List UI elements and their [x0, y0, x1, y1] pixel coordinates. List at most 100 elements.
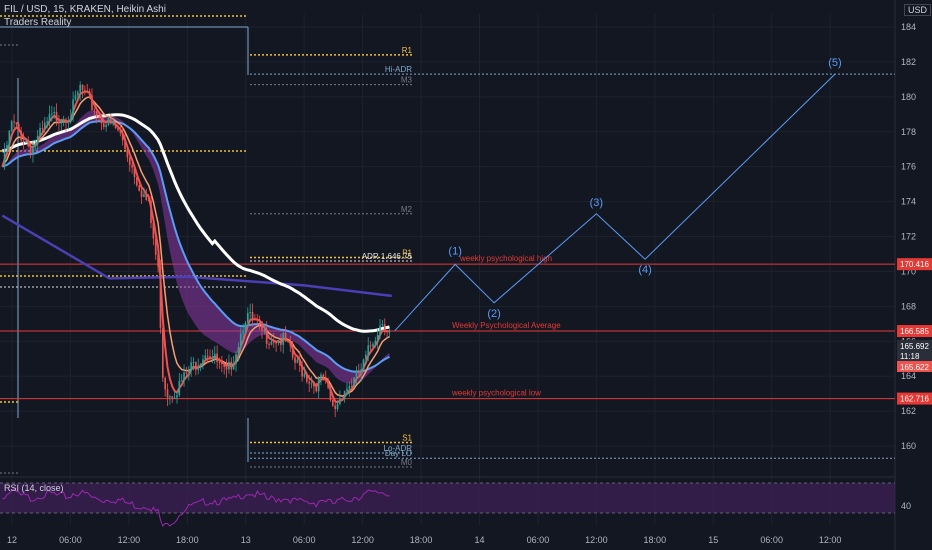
symbol-title[interactable]: FIL / USD, 15, KRAKEN, Heikin Ashi — [4, 4, 166, 15]
candle-body — [192, 362, 195, 364]
candle-body — [58, 121, 60, 124]
candle-body — [218, 361, 221, 363]
time-tick-label: 18:00 — [644, 535, 667, 545]
candle-body — [357, 370, 360, 374]
level-label-adr: ADR 1.646.75 — [362, 252, 413, 261]
candle-body — [331, 400, 334, 406]
price-tag — [897, 340, 932, 351]
candle-body — [386, 331, 388, 333]
candle-body — [105, 124, 107, 127]
candle-body — [251, 312, 254, 319]
candle-body — [110, 117, 112, 124]
candle-body — [88, 91, 91, 96]
candle-body — [157, 254, 159, 267]
candle-body — [86, 90, 89, 92]
candle-body — [119, 130, 122, 133]
candle-body — [147, 199, 150, 201]
candle-body — [315, 386, 318, 392]
candle-body — [91, 95, 93, 111]
level-label-m0: M0 — [401, 458, 413, 467]
candle-body — [126, 149, 129, 158]
candle-body — [348, 386, 351, 389]
indicator-title[interactable]: Traders Reality — [4, 17, 72, 28]
candle-body — [169, 396, 171, 398]
candle-body — [17, 124, 20, 131]
candle-body — [211, 357, 214, 359]
rsi-tick-label: 40 — [901, 501, 911, 511]
psych-price-tag-text: 166.585 — [900, 327, 929, 336]
candle-body — [303, 373, 306, 377]
psych-price-tag — [897, 325, 932, 338]
candle-body — [29, 146, 32, 155]
candle-body — [388, 331, 391, 333]
candle-body — [183, 372, 185, 381]
price-tick-label: 168 — [901, 301, 916, 311]
price-tag-text: 165.622 — [900, 363, 929, 372]
candle-body — [74, 95, 77, 100]
candle-body — [62, 119, 65, 122]
time-axis[interactable]: 12 06:00 12:00 18:00 13 06:00 12:00 18:00 14 06:0… — [7, 535, 841, 545]
candle-body — [261, 321, 263, 331]
level-label-lo-adr: Lo-ADR — [384, 444, 413, 453]
psych-level-label: Weekly Psychological Average — [452, 321, 561, 330]
candle-body — [102, 123, 105, 127]
candle-body — [76, 92, 79, 96]
time-tick-label: 06:00 — [293, 535, 316, 545]
time-tick-label: 12:00 — [585, 535, 608, 545]
candle-body — [60, 121, 63, 124]
candle-body — [254, 318, 256, 320]
candle-body — [249, 312, 252, 314]
candle-body — [204, 355, 207, 360]
candle-body — [178, 380, 181, 396]
candle-body — [301, 365, 303, 377]
time-tick-label: 12 — [7, 535, 17, 545]
candle-body — [284, 333, 287, 342]
candle-body — [84, 90, 86, 92]
candle-body — [51, 113, 53, 115]
candle-body — [34, 144, 37, 147]
candle-body — [379, 325, 381, 336]
candle-body — [187, 370, 190, 373]
candle-body — [136, 177, 138, 186]
time-tick-label: 18:00 — [410, 535, 433, 545]
candle-body — [161, 328, 164, 378]
currency-label[interactable]: USD — [904, 4, 932, 16]
candle-body — [244, 322, 247, 332]
candle-body — [140, 190, 143, 197]
psych-level-label: weekly psychological low — [451, 389, 541, 398]
price-tick-label: 180 — [901, 92, 916, 102]
candle-body — [171, 396, 174, 398]
candle-body — [360, 369, 362, 374]
level-label-s1: S1 — [402, 434, 412, 443]
sma-200-line — [1, 113, 390, 333]
candle-body — [239, 333, 242, 348]
candle-body — [143, 194, 145, 197]
candle-body — [365, 354, 367, 360]
candle-body — [53, 112, 56, 114]
candle-body — [213, 353, 216, 358]
candle-body — [152, 223, 155, 239]
candle-body — [25, 141, 27, 143]
candle-body — [341, 398, 344, 400]
candle-body — [383, 324, 386, 332]
psychological-levels: weekly psychological high Weekly Psycholo… — [0, 254, 895, 400]
candle-body — [275, 342, 277, 344]
rsi-title[interactable]: RSI (14, close) — [4, 483, 64, 493]
psych-price-tag-text: 170.416 — [900, 260, 929, 269]
candle-body — [100, 117, 103, 124]
candle-body — [197, 365, 200, 370]
candle-body — [159, 266, 162, 329]
price-tick-label: 176 — [901, 162, 916, 172]
candle-body — [185, 372, 188, 374]
price-tick-label: 172 — [901, 232, 916, 242]
candle-body — [242, 331, 244, 334]
candle-body — [265, 329, 268, 344]
candle-body — [350, 386, 353, 388]
candle-body — [291, 345, 294, 358]
psych-price-tag-text: 162.716 — [900, 395, 929, 404]
candle-body — [67, 121, 70, 123]
time-tick-label: 06:00 — [760, 535, 783, 545]
candle-body — [282, 333, 285, 345]
